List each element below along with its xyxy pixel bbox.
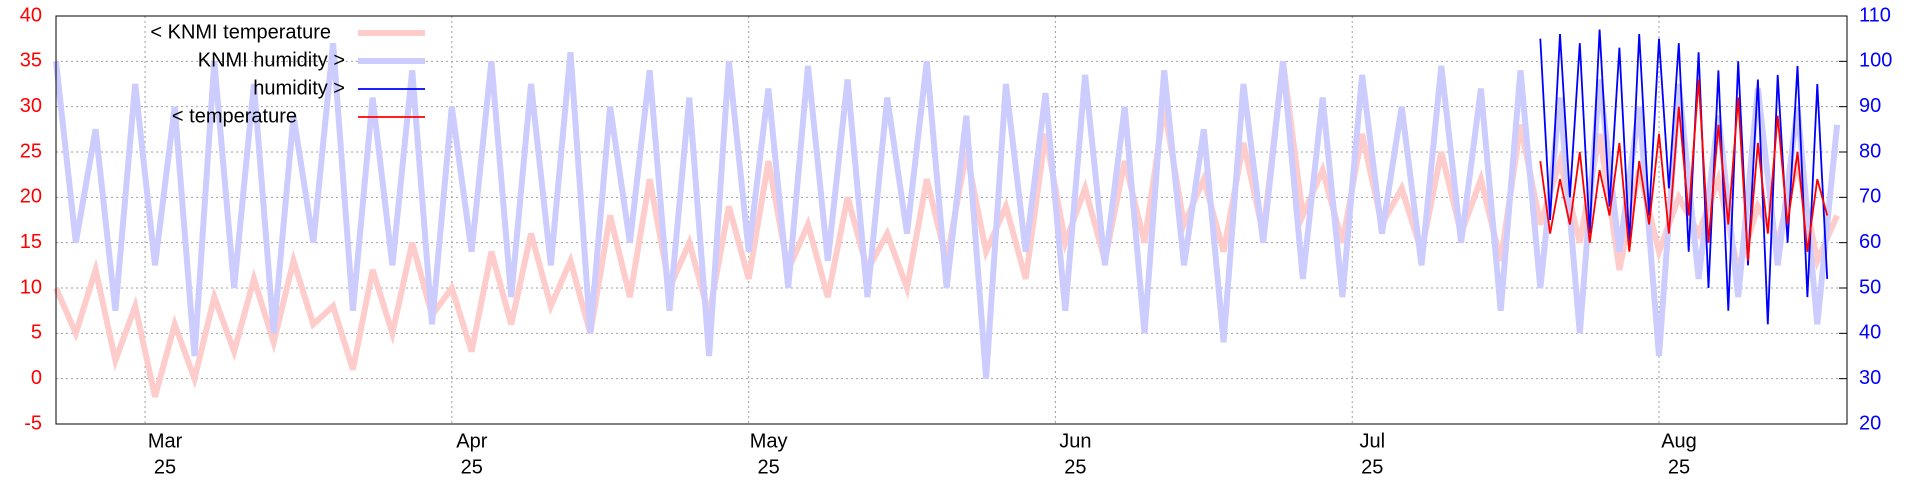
y2-tick-label: 20 bbox=[1859, 412, 1881, 434]
y2-tick-label: 50 bbox=[1859, 276, 1881, 298]
y2-tick-label: 110 bbox=[1859, 4, 1891, 26]
x-tick-label: Aug bbox=[1661, 430, 1697, 452]
y2-tick-label: 30 bbox=[1859, 367, 1881, 389]
y-tick-label: 40 bbox=[20, 4, 42, 26]
x-tick-label: Jul bbox=[1359, 430, 1385, 452]
series-line bbox=[1539, 29, 1829, 325]
legend-label: humidity > bbox=[253, 77, 345, 99]
y2-tick-label: 40 bbox=[1859, 322, 1881, 344]
y-tick-label: 30 bbox=[20, 95, 42, 117]
series-line bbox=[1539, 79, 1829, 261]
y2-tick-label: 60 bbox=[1859, 231, 1881, 253]
y2-tick-label: 70 bbox=[1859, 186, 1881, 208]
x-tick-label: 25 bbox=[461, 456, 483, 478]
y-tick-label: 25 bbox=[20, 140, 42, 162]
y2-tick-label: 90 bbox=[1859, 95, 1881, 117]
x-tick-label: Jun bbox=[1059, 430, 1091, 452]
x-tick-label: May bbox=[750, 430, 788, 452]
y-tick-label: -5 bbox=[24, 412, 42, 434]
x-tick-label: 25 bbox=[1361, 456, 1383, 478]
x-tick-label: 25 bbox=[1668, 456, 1690, 478]
legend-label: < temperature bbox=[172, 105, 297, 127]
x-tick-label: Apr bbox=[456, 430, 487, 452]
x-tick-label: Mar bbox=[148, 430, 183, 452]
x-tick-label: 25 bbox=[758, 456, 780, 478]
plot-border bbox=[55, 15, 1848, 425]
y-tick-label: 20 bbox=[20, 186, 42, 208]
y-tick-label: 0 bbox=[31, 367, 42, 389]
y2-tick-label: 80 bbox=[1859, 140, 1881, 162]
legend-label: < KNMI temperature bbox=[150, 21, 331, 43]
y2-tick-label: 100 bbox=[1859, 50, 1892, 72]
y-tick-label: 10 bbox=[20, 276, 42, 298]
y-tick-label: 35 bbox=[20, 50, 42, 72]
legend-label: KNMI humidity > bbox=[198, 49, 345, 71]
series-line bbox=[53, 42, 1841, 379]
x-tick-label: 25 bbox=[154, 456, 176, 478]
x-tick-label: 25 bbox=[1064, 456, 1086, 478]
y-tick-label: 5 bbox=[31, 322, 42, 344]
y-tick-label: 15 bbox=[20, 231, 42, 253]
